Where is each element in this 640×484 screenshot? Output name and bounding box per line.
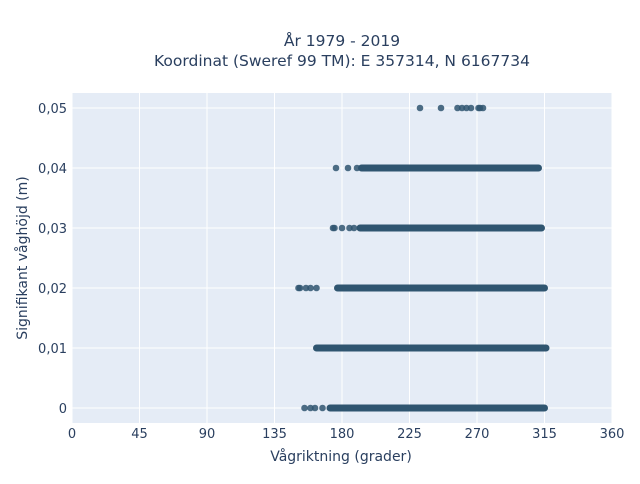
data-point bbox=[296, 284, 304, 292]
y-axis-ticks: 0 0,01 0,02 0,03 0,04 0,05 bbox=[38, 102, 67, 417]
data-point bbox=[313, 284, 320, 292]
y-tick-label: 0,01 bbox=[38, 342, 67, 357]
data-point bbox=[479, 104, 487, 112]
x-axis-label: Vågriktning (grader) bbox=[270, 448, 412, 465]
chart-title-line-1: År 1979 - 2019 bbox=[284, 31, 400, 50]
data-points bbox=[295, 104, 550, 412]
y-tick-label: 0,02 bbox=[38, 282, 67, 297]
data-point bbox=[353, 164, 361, 172]
data-point bbox=[331, 224, 338, 232]
x-tick-label: 135 bbox=[262, 427, 287, 442]
data-point-cluster bbox=[358, 164, 542, 172]
data-point-cluster bbox=[326, 404, 548, 412]
data-point bbox=[437, 104, 445, 112]
y-axis-label: Signifikant våghöjd (m) bbox=[14, 176, 31, 339]
x-tick-label: 180 bbox=[330, 427, 355, 442]
x-tick-label: 45 bbox=[131, 427, 148, 442]
data-point bbox=[338, 224, 346, 232]
data-point-cluster bbox=[334, 284, 548, 292]
data-point bbox=[311, 404, 319, 412]
x-tick-label: 360 bbox=[600, 427, 625, 442]
data-point bbox=[307, 284, 314, 292]
x-tick-label: 90 bbox=[199, 427, 216, 442]
x-tick-label: 225 bbox=[397, 427, 422, 442]
data-point bbox=[467, 104, 475, 112]
data-point bbox=[344, 164, 352, 172]
data-point bbox=[350, 224, 358, 232]
x-axis-ticks: 0 45 90 135 180 225 270 315 360 bbox=[68, 427, 625, 442]
data-point-cluster bbox=[313, 344, 550, 352]
data-point bbox=[416, 104, 424, 112]
chart-title-line-2: Koordinat (Sweref 99 TM): E 357314, N 61… bbox=[154, 52, 530, 70]
data-point bbox=[301, 404, 308, 412]
y-tick-label: 0,05 bbox=[38, 102, 67, 117]
x-tick-label: 315 bbox=[532, 427, 557, 442]
y-tick-label: 0,03 bbox=[38, 222, 67, 237]
data-point bbox=[319, 404, 326, 412]
y-tick-label: 0 bbox=[59, 402, 67, 417]
data-point bbox=[332, 164, 340, 172]
y-tick-label: 0,04 bbox=[38, 162, 67, 177]
x-tick-label: 0 bbox=[68, 427, 76, 442]
data-point-cluster bbox=[356, 224, 545, 232]
x-tick-label: 270 bbox=[465, 427, 490, 442]
